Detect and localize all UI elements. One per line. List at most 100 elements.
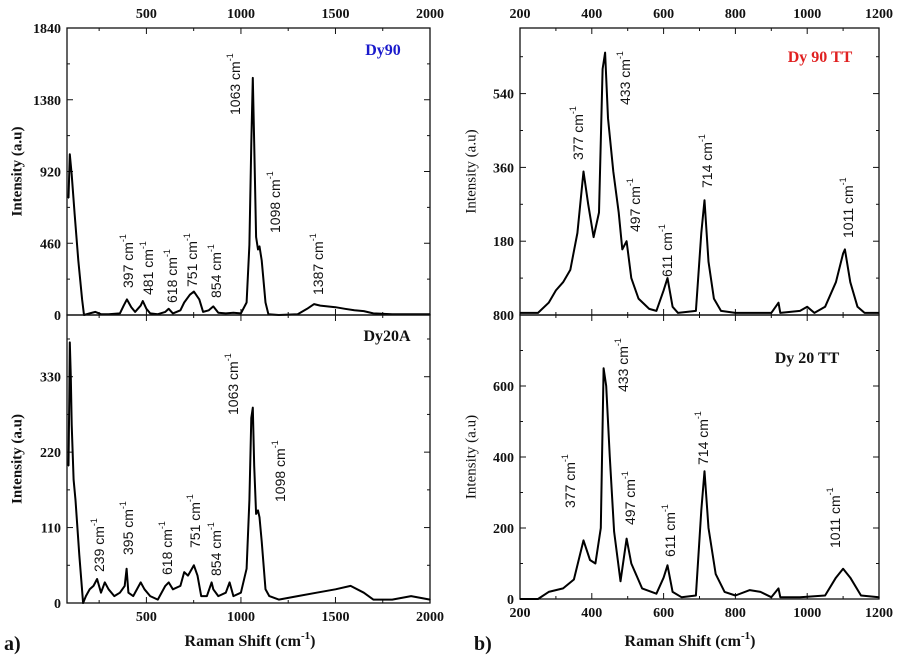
spectrum-point [232, 595, 234, 597]
x-tick-label: 1500 [321, 610, 349, 625]
peak-annotation-sup: -1 [138, 241, 148, 249]
spectrum-point [124, 585, 126, 587]
spectrum-point [246, 301, 248, 304]
spectrum-point [217, 595, 219, 597]
spectrum-point [799, 310, 801, 312]
spectrum-point [349, 585, 352, 587]
spectrum-point [134, 311, 136, 313]
peak-annotation-sup: -1 [265, 171, 275, 179]
sample-label: Dy20A [363, 328, 411, 345]
y-tick-label: 220 [40, 446, 61, 461]
x-tick-label: 1000 [793, 7, 821, 22]
peak-annotation: 1098 cm-1 [265, 171, 283, 233]
spectrum-point [107, 588, 110, 590]
peak-annotation-sup: -1 [660, 504, 670, 512]
peak-annotation-text: 481 cm [140, 249, 156, 295]
spectrum-point [82, 602, 84, 604]
spectrum-point [353, 309, 355, 311]
spectrum-point [183, 301, 185, 304]
x-tick-label: 200 [510, 7, 531, 22]
peak-annotation-text: 239 cm [91, 526, 107, 572]
spectrum-point [246, 568, 248, 570]
peak-annotation-text: 397 cm [120, 242, 136, 288]
spectrum-point [677, 312, 679, 314]
chart-panel-2: 0 110 220 330 500 1000 1500 2000 Dy20A Intensity … [9, 314, 444, 650]
spectrum-point [799, 596, 801, 598]
spectrum-point [228, 581, 231, 584]
spectrum-point [206, 595, 208, 597]
spectrum-point [601, 68, 604, 70]
spectrum-point [179, 309, 182, 311]
spectrum-point [255, 236, 257, 238]
spectrum-point [172, 588, 174, 590]
spectrum-point [770, 312, 772, 314]
spectrum-point [630, 562, 632, 565]
spectrum-point [74, 499, 77, 501]
peak-annotation-text: 854 cm [208, 252, 224, 298]
spectrum-point [89, 312, 91, 315]
peak-annotation-sup: -1 [825, 487, 835, 495]
spectrum-point [217, 312, 219, 314]
spectrum-point [183, 571, 185, 573]
spectrum-point [715, 573, 717, 575]
peak-annotation-text: 1063 cm [225, 361, 241, 415]
spectrum-point [187, 574, 189, 577]
spectrum-point [77, 259, 79, 262]
spectrum-point [707, 527, 710, 529]
spectrum-point [172, 312, 174, 315]
spectrum-point [313, 303, 315, 305]
spectrum-point [225, 592, 227, 594]
spectrum-point [720, 310, 722, 312]
spectrum-point [835, 577, 837, 579]
x-tick-label: 400 [581, 7, 602, 22]
spectrum-point [648, 308, 650, 310]
y-tick-label: 540 [493, 88, 514, 103]
spectrum-point [211, 581, 213, 584]
peak-annotation: 239 cm-1 [89, 518, 107, 572]
peak-annotation: 1011 cm-1 [838, 177, 856, 238]
spectrum-point [734, 312, 737, 314]
spectrum-point [429, 598, 431, 601]
peak-annotation-text: 1098 cm [272, 448, 288, 502]
spectrum-point [618, 211, 620, 214]
sample-label: Dy90 [365, 42, 401, 59]
peak-annotation: 611 cm-1 [657, 224, 675, 277]
peak-annotation-text: 618 cm [164, 257, 180, 303]
spectrum-point [594, 562, 596, 565]
spectrum-point [607, 117, 609, 119]
spectrum-point [587, 203, 589, 205]
spectrum-point [749, 589, 751, 591]
spectrum-point [344, 308, 346, 310]
spectrum-point [119, 592, 121, 594]
peak-annotation-sup: -1 [615, 51, 625, 59]
spectrum-point [334, 588, 337, 590]
peak-annotation-sup: -1 [697, 134, 707, 142]
peak-annotation-sup: -1 [625, 178, 635, 186]
x-axis-title-sup: -1 [741, 630, 750, 642]
peak-annotation-text: 395 cm [120, 509, 136, 555]
x-tick-label: 800 [725, 7, 746, 22]
peak-annotation-text: 377 cm [562, 462, 578, 508]
spectrum-point [123, 305, 125, 307]
spectrum-point [240, 592, 242, 594]
peak-annotation-text: 611 cm [659, 232, 675, 277]
spectrum-point [69, 153, 71, 155]
x-tick-label: 1000 [793, 606, 821, 621]
peak-annotation: 611 cm-1 [660, 504, 678, 557]
spectrum-point [573, 578, 575, 581]
spectrum-point [253, 465, 255, 467]
y-axis-title: Intensity (a.u) [463, 415, 479, 499]
spectrum-point [157, 598, 159, 601]
spectrum-point [73, 478, 75, 481]
spectrum-point [71, 174, 73, 176]
peak-annotation-text: 377 cm [570, 114, 586, 160]
y-tick-label: 0 [54, 597, 61, 612]
spectrum-point [537, 598, 539, 600]
peak-annotation: 433 cm-1 [613, 338, 631, 392]
peak-annotation: 714 cm-1 [697, 134, 715, 188]
spectrum-point [130, 306, 132, 308]
spectrum-point [724, 591, 726, 593]
spectrum-point [671, 591, 674, 593]
x-tick-label: 1500 [321, 7, 349, 22]
peak-annotation-sup: -1 [162, 249, 172, 257]
